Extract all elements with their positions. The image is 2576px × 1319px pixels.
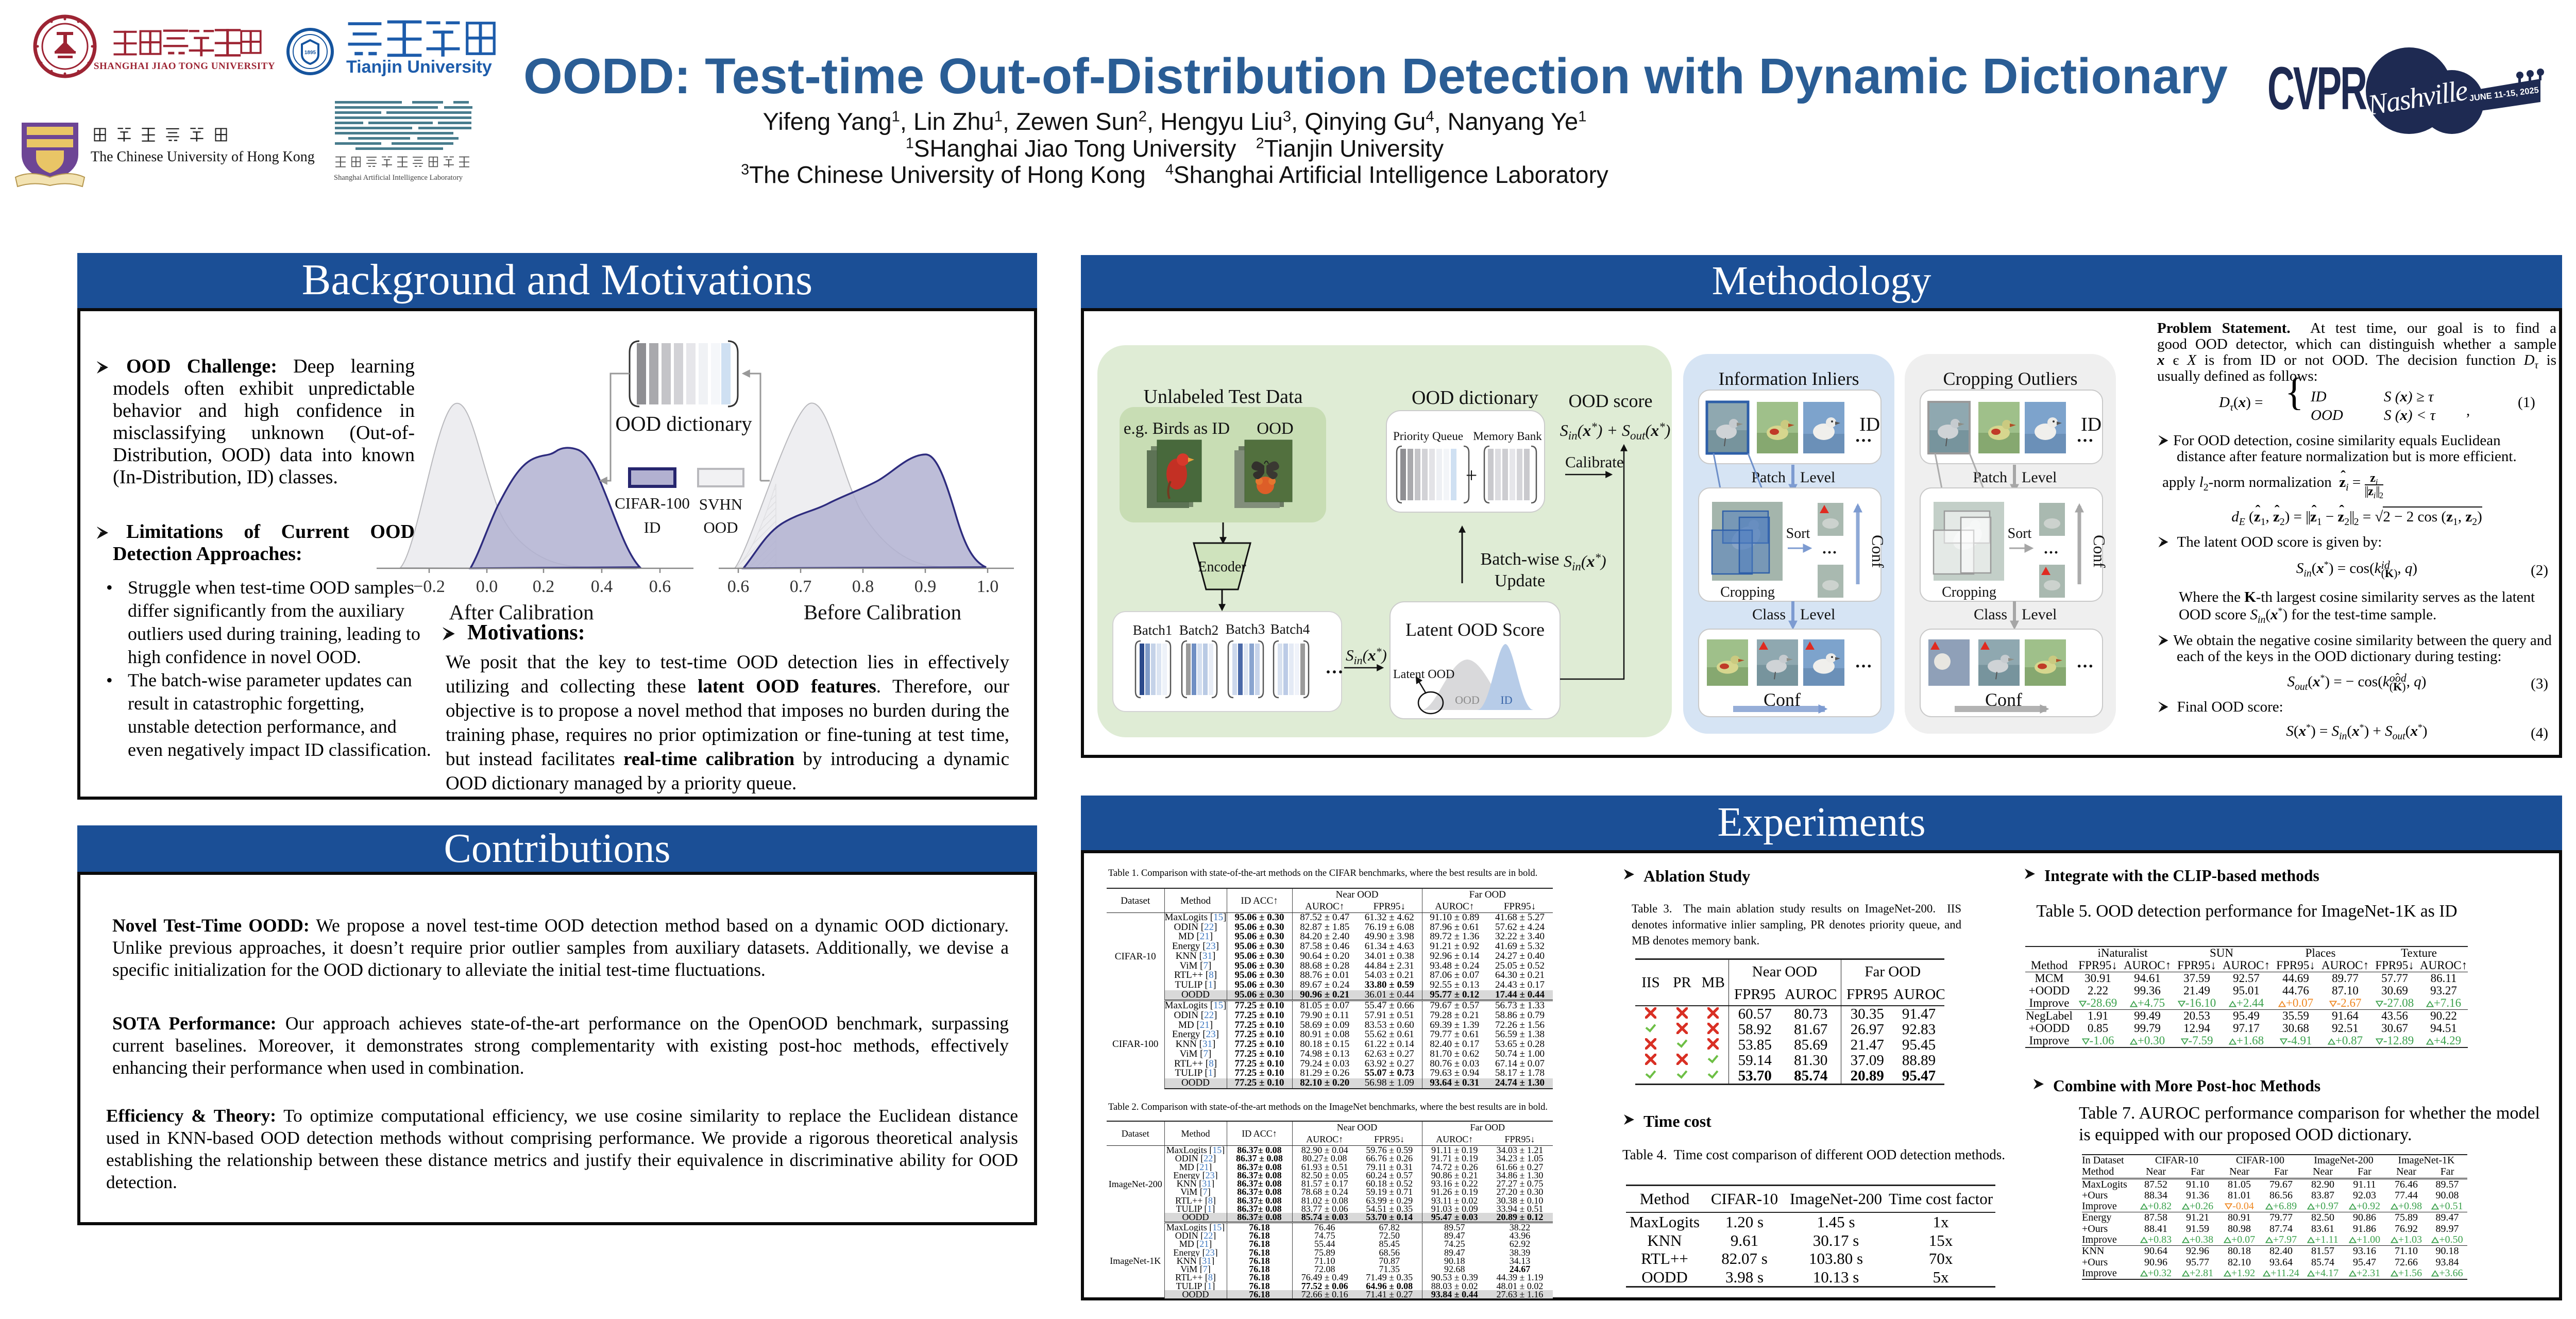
svg-text:ID: ID [2081,414,2102,435]
svg-text:Class: Class [1752,606,1786,623]
svg-text:Sort: Sort [2008,526,2032,542]
svg-text:Information Inliers: Information Inliers [1719,368,1859,389]
svg-text:···: ··· [1325,662,1344,682]
svg-text:Calibrate: Calibrate [1565,453,1624,471]
svg-text:Level: Level [2022,469,2057,486]
svg-text:OOD: OOD [703,518,738,536]
svg-text:0.0: 0.0 [476,577,498,596]
svg-text:···: ··· [2076,657,2094,676]
svg-text:Level: Level [1800,469,1835,486]
svg-text:The Chinese University of Hong: The Chinese University of Hong Kong [91,149,315,165]
svg-text:Before Calibration: Before Calibration [804,600,961,624]
svg-text:Patch: Patch [1751,469,1786,486]
svg-text:Latent OOD: Latent OOD [1393,668,1454,681]
svg-text:···: ··· [1822,544,1837,561]
svg-text:···: ··· [2076,431,2094,450]
svg-text:Batch1: Batch1 [1133,622,1172,638]
svg-text:+: + [1466,464,1478,487]
svg-text:CIFAR-100: CIFAR-100 [615,494,690,512]
svg-text:Level: Level [2022,606,2057,623]
svg-text:···: ··· [1855,657,1872,676]
svg-text:0.8: 0.8 [852,577,874,596]
svg-text:Tianjin University: Tianjin University [346,57,492,77]
svg-text:Batch3: Batch3 [1226,621,1265,637]
svg-text:OOD dictionary: OOD dictionary [1412,387,1538,409]
svg-text:Shanghai Artificial Intelligen: Shanghai Artificial Intelligence Laborat… [334,174,463,182]
svg-text:0.6: 0.6 [727,577,750,596]
svg-text:Update: Update [1495,571,1545,590]
svg-text:0.7: 0.7 [790,577,812,596]
svg-text:Priority Queue: Priority Queue [1393,430,1463,443]
svg-text:CVPR: CVPR [2267,54,2367,122]
svg-text:Patch: Patch [1973,469,2007,486]
svg-text:Cropping: Cropping [1720,584,1775,600]
svg-text:0.2: 0.2 [533,577,555,596]
svg-text:Batch-wise: Batch-wise [1481,550,1560,569]
svg-text:···: ··· [2043,544,2059,561]
svg-text:0.9: 0.9 [914,577,937,596]
svg-text:Conf: Conf [2090,535,2109,568]
svg-text:ID: ID [1859,414,1880,435]
svg-text:Sin(x*) + Sout(x*): Sin(x*) + Sout(x*) [1560,420,1671,442]
svg-text:Batch2: Batch2 [1179,622,1218,638]
svg-text:OOD: OOD [1257,419,1294,438]
svg-text:e.g. Birds as ID: e.g. Birds as ID [1124,419,1230,438]
svg-text:After Calibration: After Calibration [449,600,594,624]
svg-text:Sort: Sort [1786,526,1810,542]
svg-text:Encoder: Encoder [1198,559,1246,575]
svg-text:Latent OOD Score: Latent OOD Score [1405,619,1545,640]
svg-text:OOD: OOD [1455,694,1480,706]
svg-text:Unlabeled Test Data: Unlabeled Test Data [1144,386,1303,408]
svg-text:Level: Level [1800,606,1835,623]
svg-text:OOD dictionary: OOD dictionary [615,412,752,435]
svg-text:SVHN: SVHN [699,495,742,513]
svg-text:1.0: 1.0 [977,577,999,596]
svg-text:Cropping Outliers: Cropping Outliers [1943,368,2078,389]
svg-text:Conf: Conf [1869,535,1887,568]
svg-text:0.6: 0.6 [649,577,671,596]
svg-text:···: ··· [1855,431,1872,450]
svg-text:Cropping: Cropping [1942,584,1996,600]
svg-text:1895: 1895 [304,50,316,56]
svg-text:ID: ID [1500,694,1512,706]
svg-text:Batch4: Batch4 [1270,621,1310,637]
svg-text:SHANGHAI JIAO TONG UNIVERSITY: SHANGHAI JIAO TONG UNIVERSITY [94,61,275,72]
svg-text:OOD score: OOD score [1569,391,1653,411]
svg-text:ID: ID [644,518,661,536]
svg-text:Class: Class [1974,606,2007,623]
svg-text:Memory Bank: Memory Bank [1473,430,1542,443]
svg-text:−0.2: −0.2 [413,577,445,596]
svg-text:0.4: 0.4 [591,577,613,596]
